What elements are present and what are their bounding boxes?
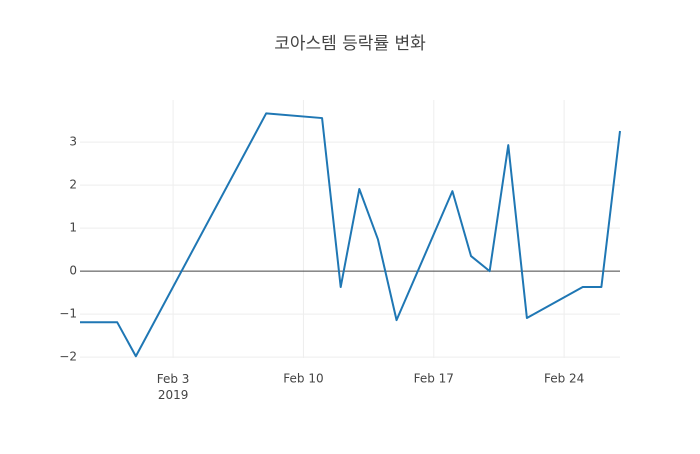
y-tick-label: 0	[69, 264, 77, 278]
x-tick-label: Feb 10	[283, 372, 323, 386]
x-tick-label: Feb 17	[414, 372, 454, 386]
y-tick-label: −2	[59, 350, 77, 364]
x-tick-label: Feb 3 2019	[157, 372, 190, 402]
y-tick-label: −1	[59, 307, 77, 321]
y-tick-label: 3	[69, 135, 77, 149]
chart-title: 코아스템 등락률 변화	[274, 34, 426, 54]
x-tick-label: Feb 24	[544, 372, 584, 386]
y-tick-label: 1	[69, 221, 77, 235]
y-tick-label: 2	[69, 178, 77, 192]
data-line	[80, 112, 621, 358]
